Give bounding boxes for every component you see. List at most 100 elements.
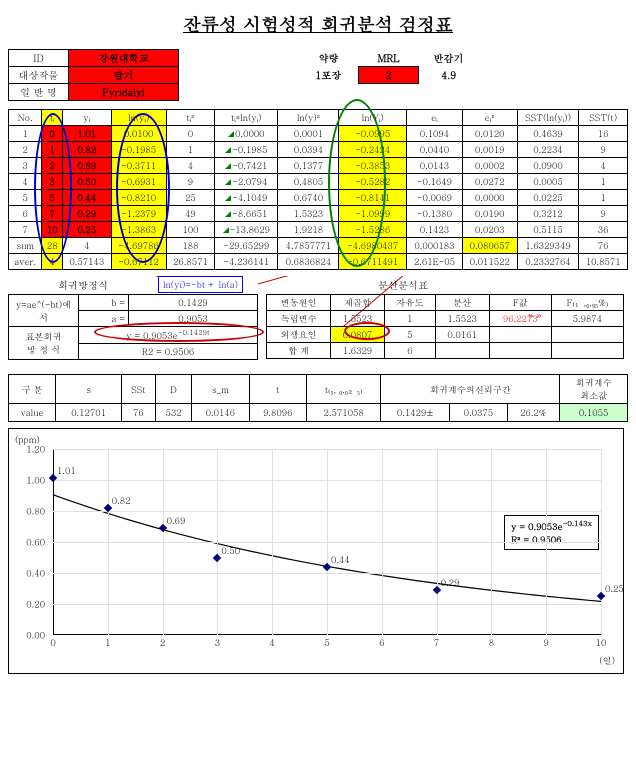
cell: -0.2424	[339, 142, 407, 158]
summary-cell: -0.67112	[111, 254, 166, 270]
summary-cell: 28	[42, 238, 63, 254]
val-cell: 76	[122, 404, 156, 422]
col-hdr: eᵢ²	[462, 110, 517, 126]
yax-label: y=ae^(-bt)에서	[9, 295, 79, 327]
val-cell: 0.1429±	[381, 404, 450, 422]
a-label: a =	[79, 311, 129, 327]
mrl-label: MRL	[359, 50, 419, 67]
cell: 6	[9, 206, 42, 222]
summary-cell: -4.69786	[111, 238, 166, 254]
id-value: 강원대학교	[69, 50, 179, 67]
val-cell: 0.0146	[192, 404, 249, 422]
id-label: ID	[9, 50, 69, 67]
cell: 4	[166, 158, 215, 174]
cell: 0.1377	[278, 158, 339, 174]
crop-value: 딸기	[69, 67, 179, 84]
xtick: 4	[270, 636, 275, 649]
chart-point-label: 1.01	[57, 464, 76, 477]
cell: 0.0000	[215, 126, 278, 142]
cell: -0.5282	[339, 174, 407, 190]
xtick: 7	[434, 636, 439, 649]
summary-cell: 4	[63, 238, 112, 254]
summary-cell: 76	[579, 238, 628, 254]
std-label: 표본회귀 방 정 식	[9, 327, 79, 360]
mrl-value: 2	[359, 67, 419, 84]
cell: 0	[166, 126, 215, 142]
chart-curve	[9, 429, 625, 675]
val-cell: 532	[155, 404, 191, 422]
cell: -0.0995	[339, 126, 407, 142]
cell: 0.0440	[406, 142, 462, 158]
anova-cell: 1.5523	[330, 311, 384, 327]
cell: -1.2379	[111, 206, 166, 222]
cell: 0.0143	[406, 158, 462, 174]
summary-cell: sum	[9, 238, 42, 254]
cell: 0.0005	[517, 174, 579, 190]
cell: 0.6740	[278, 190, 339, 206]
summary-cell: 2.61E-05	[406, 254, 462, 270]
anova-cell: 5	[385, 327, 436, 343]
cell: 9	[579, 142, 628, 158]
cell: 0.4639	[517, 126, 579, 142]
cell: -2.0794	[215, 174, 278, 190]
cell: 1	[579, 174, 628, 190]
summary-cell: -4.236141	[215, 254, 278, 270]
val-hdr: t₍₅, ₀.₀₂₅₎	[306, 375, 380, 404]
summary-cell: 4.7857771	[278, 238, 339, 254]
dose-label: 약량	[299, 50, 359, 67]
ytick: 1.00	[26, 474, 45, 487]
cell: 49	[166, 206, 215, 222]
summary-cell: 4	[42, 254, 63, 270]
col-hdr: ln(Yᵢ)	[339, 110, 407, 126]
anova-cell: 외생요인	[267, 327, 331, 343]
cell: 0.0019	[462, 142, 517, 158]
cell: 0.4805	[278, 174, 339, 190]
cell: 3	[42, 174, 63, 190]
cell: 0.0272	[462, 174, 517, 190]
cell: 0	[42, 126, 63, 142]
chart: (ppm) (일) y = 0.9053e-0.143x R² = 0.9506…	[8, 428, 624, 674]
val-cell: 0.12701	[56, 404, 122, 422]
xtick: 0	[50, 636, 55, 649]
col-hdr: tᵢ	[42, 110, 63, 126]
summary-cell: -0.6711491	[339, 254, 407, 270]
cell: 0.69	[63, 158, 112, 174]
col-hdr: ln(yᵢ)	[111, 110, 166, 126]
cell: 2	[42, 158, 63, 174]
cell: 100	[166, 222, 215, 238]
half-label: 반감기	[419, 50, 479, 67]
cell: 9	[579, 206, 628, 222]
val-cell: 0.1055	[560, 404, 628, 422]
ytick: 0.00	[26, 629, 45, 642]
val-hdr: D	[155, 375, 191, 404]
xtick: 9	[544, 636, 549, 649]
anova-cell: 1.6329	[330, 343, 384, 359]
cell: 0.82	[63, 142, 112, 158]
cell: 9	[166, 174, 215, 190]
xtick: 8	[489, 636, 494, 649]
cell: 0.2234	[517, 142, 579, 158]
cell: -0.1985	[111, 142, 166, 158]
col-hdr: tᵢ²	[166, 110, 215, 126]
eq-cell: y = 0.9053e-0.1429t	[79, 327, 258, 344]
cell: 5	[9, 190, 42, 206]
cell: 5	[42, 190, 63, 206]
anova-hdr: F값	[489, 295, 551, 311]
anova-hdr: 분산	[435, 295, 489, 311]
val-hdr: SSt	[122, 375, 156, 404]
chart-point-label: 0.25	[605, 582, 624, 595]
cell: 16	[579, 126, 628, 142]
b-val: 0.1429	[129, 295, 258, 311]
cell: -0.7421	[215, 158, 278, 174]
cell: 1.5323	[278, 206, 339, 222]
cell: -0.0069	[406, 190, 462, 206]
summary-cell: 1.6329349	[517, 238, 579, 254]
summary-cell: 26.8571	[166, 254, 215, 270]
col-hdr: SST(t)	[579, 110, 628, 126]
anova-cell	[489, 343, 551, 359]
anova-cell: 1.5523	[435, 311, 489, 327]
cell: -1.0999	[339, 206, 407, 222]
cell: 0.0100	[111, 126, 166, 142]
cell: 0.0190	[462, 206, 517, 222]
cell: -0.3711	[111, 158, 166, 174]
